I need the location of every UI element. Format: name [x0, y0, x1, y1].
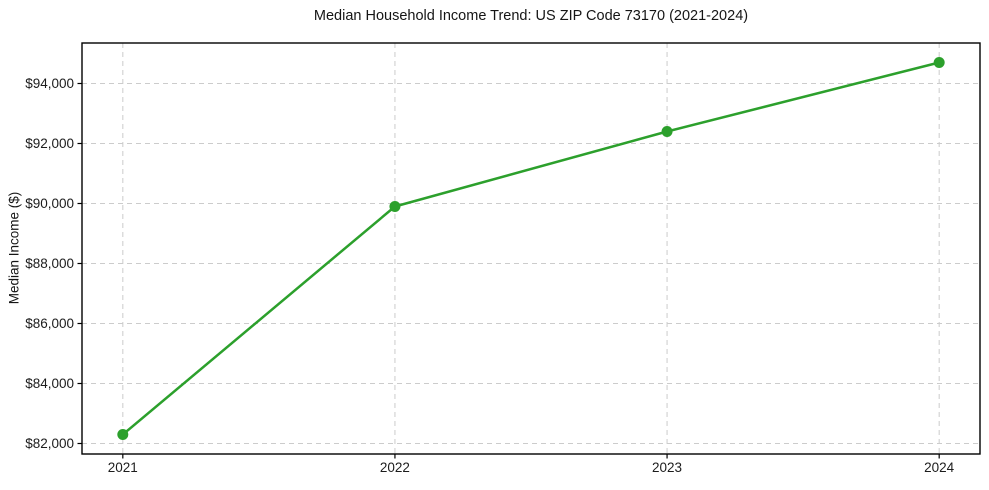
y-tick-label: $94,000 [25, 76, 74, 91]
x-tick-label: 2021 [108, 460, 138, 475]
y-tick-label: $90,000 [25, 196, 74, 211]
plot-border [81, 42, 981, 455]
data-point-2022 [389, 201, 401, 212]
trend-line [121, 61, 941, 436]
x-tick-label: 2023 [652, 460, 682, 475]
x-tick-label: 2022 [380, 460, 410, 475]
y-tick-label: $92,000 [25, 136, 74, 151]
data-point-2021 [117, 429, 129, 440]
data-point-2023 [661, 126, 673, 137]
x-tick-label: 2024 [924, 460, 955, 475]
y-tick-label: $84,000 [25, 376, 74, 391]
chart-title: Median Household Income Trend: US ZIP Co… [313, 8, 749, 24]
data-point-2024 [933, 57, 945, 68]
y-tick-label: $88,000 [25, 256, 74, 271]
y-tick-label: $86,000 [25, 316, 74, 331]
y-tick-label: $82,000 [25, 436, 74, 451]
